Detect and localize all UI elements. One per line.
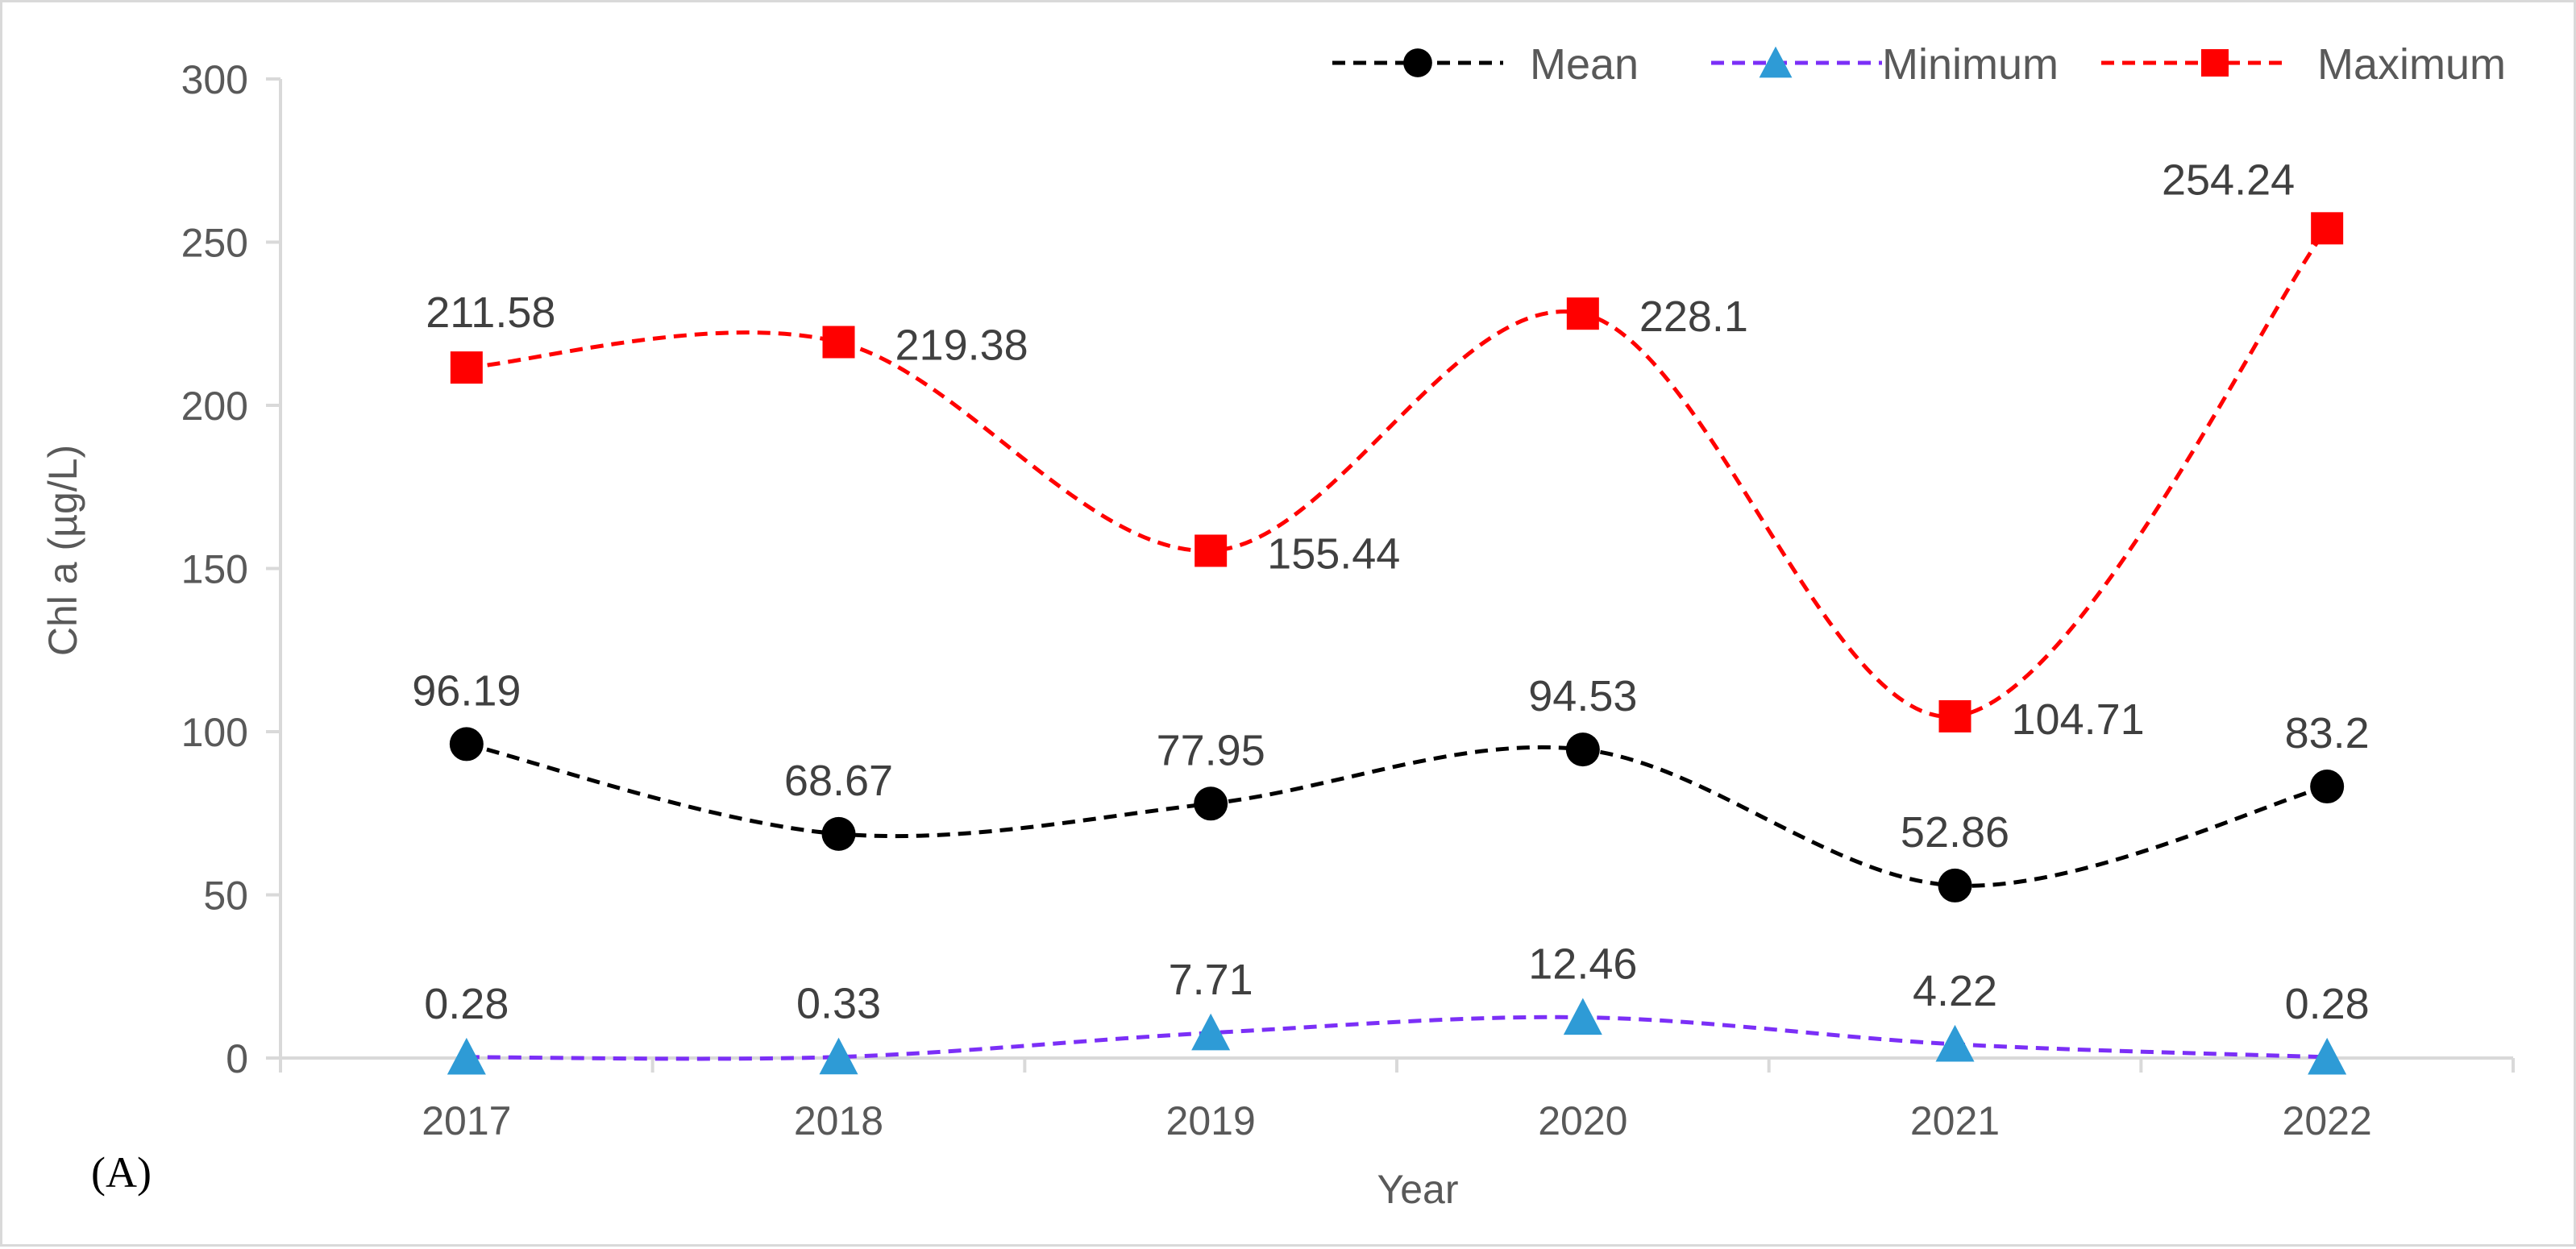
- x-tick-label: 2018: [794, 1098, 883, 1143]
- marker-minimum-2020: [1563, 998, 1602, 1035]
- data-label-maximum-2022: 254.24: [2162, 156, 2295, 204]
- x-tick-label: 2019: [1166, 1098, 1256, 1143]
- series-markers: [447, 212, 2347, 1075]
- series-line-mean: [466, 741, 2328, 888]
- data-label-maximum-2020: 228.1: [1639, 293, 1748, 341]
- data-label-mean-2018: 68.67: [784, 757, 893, 805]
- y-tick-label: 0: [226, 1036, 248, 1081]
- marker-minimum-2017: [447, 1037, 486, 1075]
- marker-mean-2021: [1938, 868, 1972, 903]
- data-label-mean-2019: 77.95: [1157, 726, 1265, 774]
- marker-maximum-2018: [822, 326, 855, 359]
- y-tick-label: 300: [181, 57, 248, 102]
- marker-mean-2018: [821, 816, 856, 851]
- legend-label-mean: Mean: [1530, 40, 1639, 89]
- marker-maximum-2017: [450, 351, 483, 384]
- legend-label-minimum: Minimum: [1882, 40, 2059, 89]
- marker-maximum-2022: [2311, 212, 2344, 245]
- x-axis-title: Year: [1377, 1167, 1458, 1212]
- y-tick-label: 200: [181, 384, 248, 429]
- marker-minimum-2022: [2308, 1037, 2347, 1075]
- legend-marker-maximum: [2201, 49, 2229, 77]
- data-label-maximum-2021: 104.71: [2012, 695, 2145, 744]
- marker-maximum-2020: [1566, 297, 1599, 330]
- series-line-minimum: [466, 1015, 2328, 1061]
- data-label-minimum-2019: 7.71: [1169, 956, 1253, 1004]
- series-lines: [466, 226, 2329, 1061]
- legend-label-maximum: Maximum: [2317, 40, 2506, 89]
- panel-label: (A): [91, 1148, 152, 1197]
- marker-maximum-2021: [1938, 699, 1971, 732]
- marker-minimum-2019: [1191, 1013, 1231, 1051]
- data-label-minimum-2022: 0.28: [2285, 980, 2370, 1028]
- data-label-mean-2020: 94.53: [1528, 672, 1637, 720]
- data-label-mean-2021: 52.86: [1901, 808, 2009, 857]
- y-tick-label: 150: [181, 547, 248, 592]
- legend-marker-mean: [1403, 48, 1432, 77]
- x-tick-label: 2017: [422, 1098, 511, 1143]
- marker-mean-2020: [1565, 732, 1600, 767]
- y-tick-label: 250: [181, 221, 248, 266]
- data-labels: 96.19 68.67 77.95 94.53 52.86 83.2 0.28 0.33 7.7…: [412, 156, 2369, 1028]
- data-label-minimum-2017: 0.28: [424, 980, 509, 1028]
- marker-mean-2022: [2310, 770, 2345, 804]
- x-tick-label: 2021: [1910, 1098, 2000, 1143]
- y-tick-label: 100: [181, 710, 248, 755]
- y-axis-title: Chl a (µg/L): [40, 445, 85, 656]
- x-tick-label: 2022: [2283, 1098, 2372, 1143]
- y-tick-label: 50: [203, 873, 248, 919]
- data-label-minimum-2020: 12.46: [1528, 940, 1637, 989]
- marker-maximum-2019: [1195, 534, 1228, 567]
- marker-mean-2019: [1194, 786, 1228, 821]
- data-label-mean-2022: 83.2: [2285, 709, 2370, 757]
- marker-minimum-2018: [819, 1037, 858, 1075]
- data-label-maximum-2019: 155.44: [1267, 529, 1400, 578]
- data-label-minimum-2018: 0.33: [796, 980, 881, 1028]
- axes: 0 50 100 150 200 250 300 2017 2018 2019 2020 2021 20…: [181, 57, 2515, 1143]
- data-label-minimum-2021: 4.22: [1913, 967, 1997, 1015]
- legend-marker-minimum: [1759, 46, 1793, 78]
- data-label-mean-2017: 96.19: [412, 666, 521, 715]
- series-line-maximum: [466, 226, 2329, 719]
- marker-mean-2017: [449, 727, 484, 761]
- x-tick-label: 2020: [1538, 1098, 1627, 1143]
- data-label-maximum-2018: 219.38: [895, 322, 1028, 370]
- data-label-maximum-2017: 211.58: [426, 288, 555, 337]
- marker-minimum-2021: [1935, 1024, 1975, 1062]
- legend: Mean Minimum Maximum: [1332, 40, 2506, 89]
